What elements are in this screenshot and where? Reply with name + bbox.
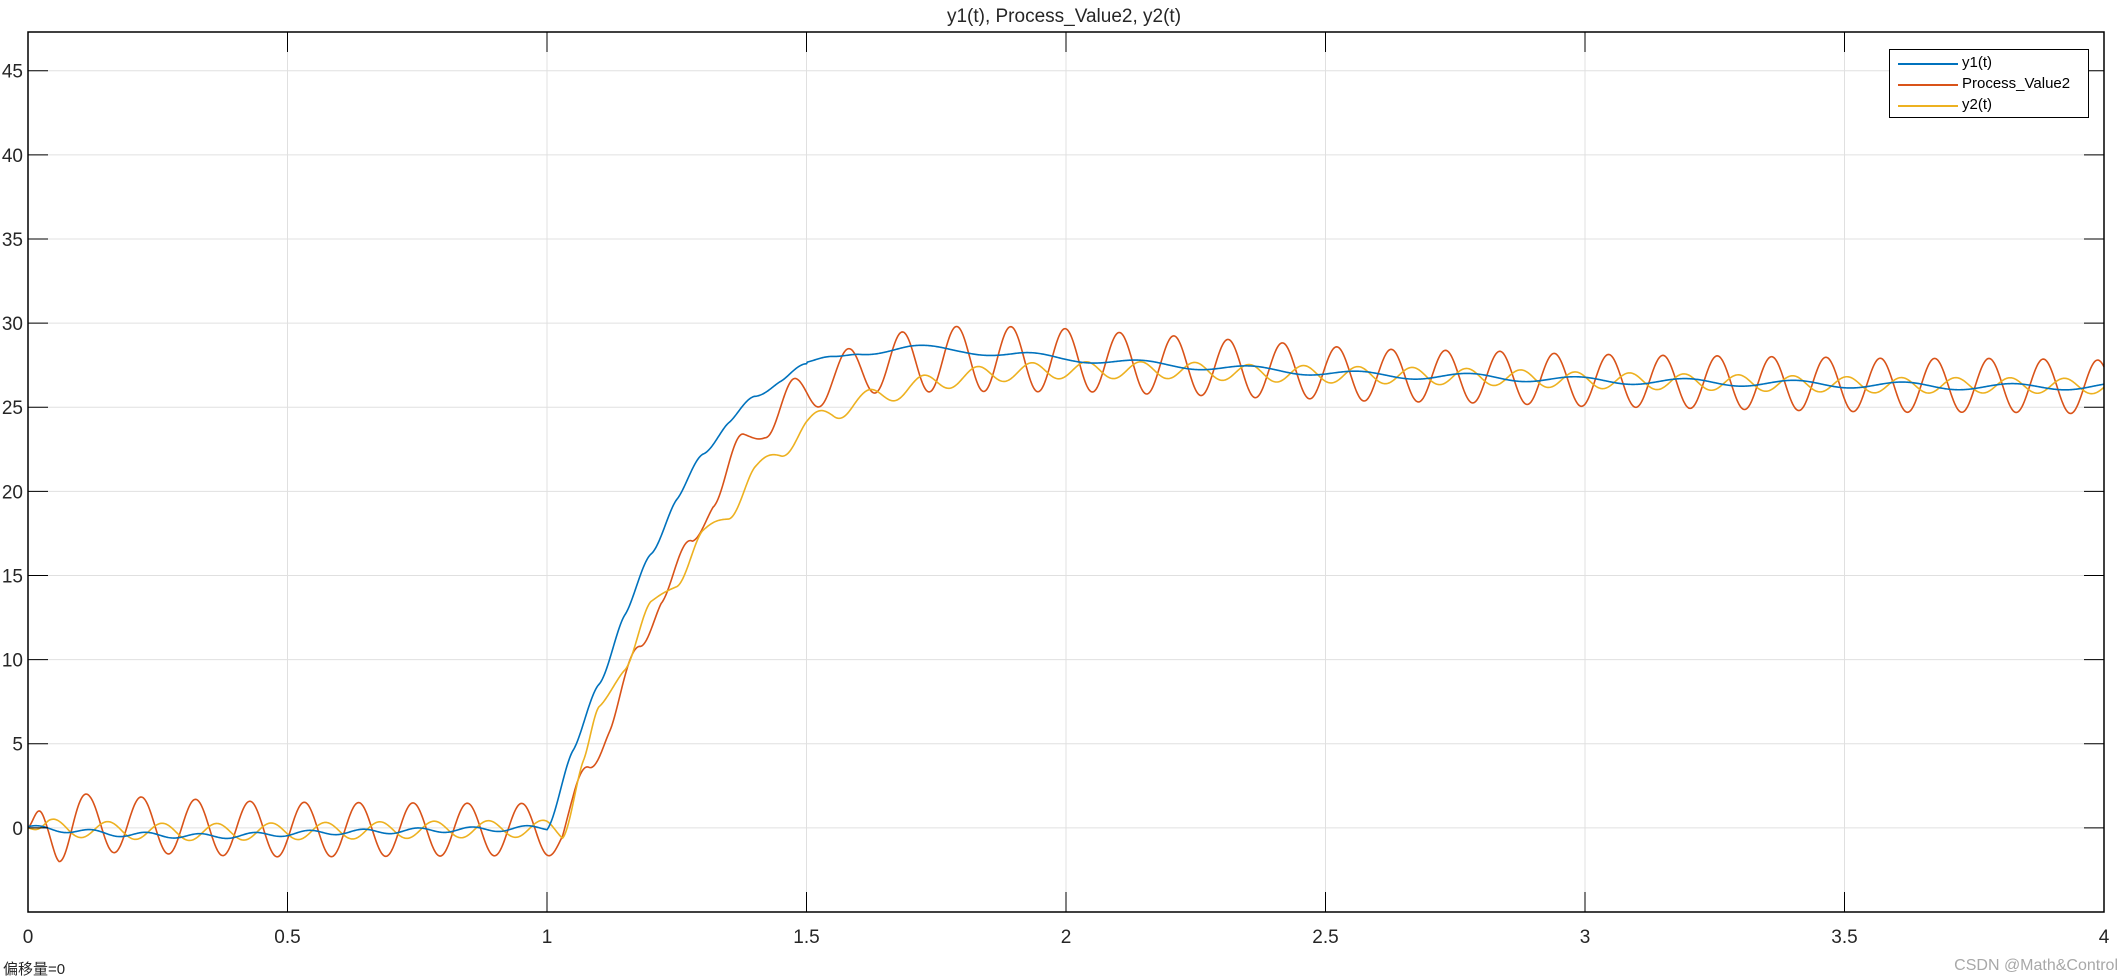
legend-item-y1[interactable]: y1(t) [1890, 53, 2088, 74]
x-tick-label: 1.5 [793, 927, 819, 948]
y-tick-label: 40 [2, 146, 23, 167]
legend-line-process-value2 [1898, 84, 1958, 86]
offset-label: 偏移量=0 [3, 961, 66, 978]
y-tick-label: 30 [2, 314, 23, 335]
legend-item-process-value2[interactable]: Process_Value2 [1890, 74, 2088, 95]
series-line-y1-t- [27, 344, 2105, 840]
y-tick-label: 10 [2, 651, 23, 672]
legend-label-process-value2: Process_Value2 [1962, 75, 2071, 92]
series-line-y2-t- [27, 360, 2105, 842]
legend-label-y1: y1(t) [1962, 54, 1992, 71]
y-tick-label: 5 [12, 735, 23, 756]
y-tick-label: 15 [2, 566, 23, 587]
legend-line-y2 [1898, 105, 1958, 107]
legend-line-y1 [1898, 63, 1958, 65]
grid-lines [27, 32, 2105, 912]
x-tick-label: 2.5 [1312, 927, 1338, 948]
x-tick-label: 0.5 [274, 927, 300, 948]
x-tick-label: 4 [2099, 927, 2110, 948]
watermark: CSDN @Math&Control [1954, 957, 2118, 974]
legend-item-y2[interactable]: y2(t) [1890, 95, 2088, 116]
y-tick-label: 45 [2, 62, 23, 83]
x-tick-label: 2 [1061, 927, 1072, 948]
data-series [27, 325, 2105, 863]
x-tick-label: 1 [542, 927, 553, 948]
legend-label-y2: y2(t) [1962, 96, 1992, 113]
legend[interactable]: y1(t) Process_Value2 y2(t) [1889, 49, 2089, 118]
y-tick-label: 20 [2, 482, 23, 503]
y-tick-label: 0 [12, 819, 23, 840]
x-tick-label: 3.5 [1831, 927, 1857, 948]
chart-title: y1(t), Process_Value2, y2(t) [946, 6, 1182, 27]
x-tick-label: 0 [23, 927, 34, 948]
x-tick-label: 3 [1580, 927, 1591, 948]
y-tick-label: 35 [2, 230, 23, 251]
series-line-process-value2 [27, 325, 2105, 863]
axes-frame [27, 31, 2105, 913]
y-tick-label: 25 [2, 398, 23, 419]
